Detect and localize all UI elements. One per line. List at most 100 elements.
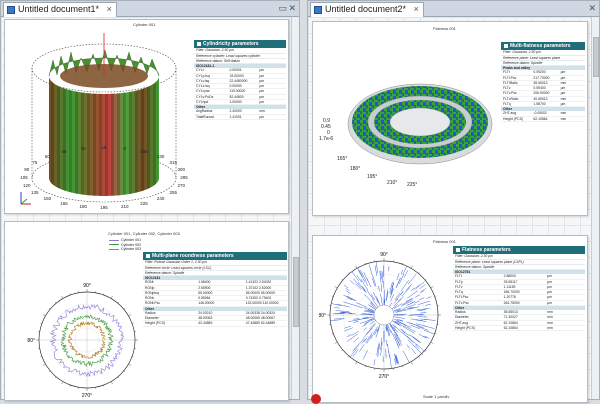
param-value: 1.41001 — [229, 115, 259, 119]
flatness-trace — [359, 344, 364, 351]
page-cylindricity[interactable]: Cylinder 001 — [4, 19, 289, 214]
flatness-trace — [408, 274, 416, 285]
axis-label: 210° — [387, 180, 397, 186]
tab-untitled-document1[interactable]: Untitled document1* × — [3, 2, 117, 17]
param-unit: µm — [561, 76, 583, 80]
param-value: 52.44800 — [229, 95, 259, 99]
param-unit: 0.74300 0.79402 — [246, 296, 285, 300]
close-window-icon[interactable]: ✕ — [588, 3, 596, 14]
series-legend: Cylinder 001 Cylinder 002 Cylinder 003 — [109, 238, 141, 252]
param-unit: µm — [547, 285, 583, 289]
flatness-trace — [418, 301, 430, 305]
flatness-trace — [423, 336, 427, 338]
left-workspace[interactable]: Cylinder 001 — [1, 17, 299, 399]
flatness-trace — [406, 285, 411, 291]
page-roundness[interactable]: Cylinder 001, Cylinder 002, Cylinder 003… — [4, 221, 289, 401]
param-value: 206.90000 — [533, 91, 560, 95]
angle-label: 330 — [157, 154, 165, 159]
multi-flatness-panel: Multi-flatness parameters Filter: Gaussi… — [501, 42, 585, 122]
angle-label: 270 — [178, 183, 186, 188]
param-name: CYLt.pss — [196, 89, 229, 93]
param-value: 71.30027 — [504, 315, 548, 319]
flatness-trace — [400, 292, 403, 295]
angle-label: 180 — [80, 204, 88, 209]
flatness-trace — [353, 350, 358, 357]
param-unit: 55.00000 55.00000 — [246, 291, 285, 295]
param-unit: µm — [547, 274, 583, 278]
page-title: Flatness 001 — [433, 26, 456, 31]
flatness-polar-plot[interactable]: 90°180°270° — [319, 250, 449, 380]
angle-label: 225 — [140, 201, 148, 206]
left-document-window: Untitled document1* × ▭ ✕ Cylinder 001 — [0, 0, 300, 400]
param-name: Diameter — [455, 315, 504, 319]
angle-label: 105 — [20, 175, 28, 180]
vertical-scrollbar[interactable] — [291, 17, 299, 399]
axis-label: 180° — [350, 166, 360, 172]
flatness-trace — [356, 303, 367, 308]
param-value: 119.00000 — [229, 89, 259, 93]
panel-header: Cylindricity parameters — [194, 40, 286, 48]
flatness-trace — [397, 344, 399, 349]
tab-untitled-document2[interactable]: Untitled document2* × — [310, 2, 424, 17]
flatness-trace — [362, 314, 372, 315]
flatness-trace — [373, 292, 378, 302]
param-value: 0.00001 — [229, 68, 259, 72]
angle-left-label: 180° — [319, 313, 326, 319]
flatness-trace — [364, 294, 372, 303]
param-value: 22.4480000 — [229, 79, 259, 83]
flatness-trace — [380, 271, 381, 282]
flatness-trace — [398, 297, 403, 302]
param-name: FLTv.Psc — [455, 301, 504, 305]
right-tab-bar: Untitled document2* × ✕ — [308, 1, 599, 17]
param-unit: 48.00065 48.00067 — [246, 316, 285, 320]
param-name: CYLt — [196, 68, 229, 72]
param-name: CYLp.lsq — [196, 74, 229, 78]
param-name: Height (PCS) — [503, 117, 533, 121]
flatness-trace — [423, 326, 434, 329]
scrollbar-thumb[interactable] — [593, 37, 599, 77]
page-flatness[interactable]: Flatness 001 90°180°270° Scale 1 µm/div … — [312, 235, 588, 403]
param-name: Radius — [145, 311, 198, 315]
close-tab-icon[interactable]: × — [414, 4, 419, 14]
flatness-trace — [424, 330, 435, 334]
roundness-polar-plot[interactable]: 90°180°270° — [27, 280, 147, 400]
flatness-trace — [421, 288, 426, 291]
param-name: TotalRunout — [196, 115, 229, 119]
close-window-icon[interactable]: ✕ — [288, 3, 296, 14]
flatness-trace — [344, 285, 348, 288]
vertical-scrollbar[interactable] — [591, 17, 599, 399]
flatness-trace — [415, 345, 419, 349]
param-value: 40.65013 — [533, 97, 560, 101]
angle-top-label: 90° — [380, 252, 388, 258]
flatness-trace — [343, 302, 352, 305]
angle-label: 300 — [178, 167, 186, 172]
param-value: 35.65013 — [504, 310, 548, 314]
param-unit: µm — [259, 84, 284, 88]
flatness-trace — [402, 298, 413, 304]
page-title: Cylinder 001 — [133, 22, 155, 27]
close-tab-icon[interactable]: × — [107, 4, 112, 14]
right-document-window: Untitled document2* × ✕ Flatness 001 — [307, 0, 600, 400]
param-value: 0.59400 — [533, 86, 560, 90]
param-name: Height (PCS) — [455, 326, 504, 330]
param-value: 24.00210 — [198, 311, 246, 315]
flatness-trace — [416, 344, 425, 352]
param-unit: µm — [259, 100, 284, 104]
flatness-trace — [355, 318, 366, 320]
angle-label: 75 — [32, 160, 38, 165]
param-unit: µm — [547, 301, 583, 305]
param-value: 1.58400 — [198, 280, 246, 284]
scrollbar-thumb[interactable] — [293, 257, 299, 327]
param-name: RONv — [145, 296, 198, 300]
flatness-trace — [334, 318, 345, 319]
param-name: FLTt.Psc — [455, 295, 504, 299]
flatness-trace — [404, 270, 408, 277]
minimize-icon[interactable]: ▭ — [278, 3, 287, 14]
document-icon — [7, 6, 15, 14]
